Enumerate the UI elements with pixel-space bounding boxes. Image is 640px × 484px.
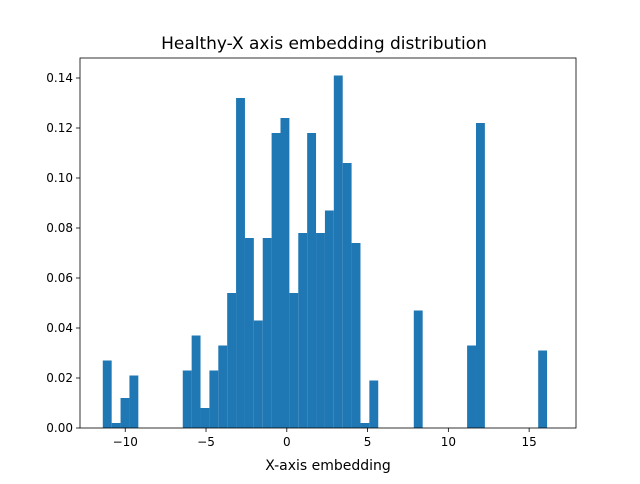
histogram-bar-16 [289, 293, 299, 428]
x-axis-label: X-axis embedding [265, 458, 391, 474]
histogram-bar-26 [413, 310, 423, 428]
histogram-bar-8 [218, 345, 228, 428]
x-tick-label: 10 [441, 435, 456, 449]
y-tick-label: 0.04 [46, 321, 73, 335]
histogram-bar-24 [360, 423, 370, 428]
chart-title: Healthy-X axis embedding distribution [161, 34, 487, 54]
histogram-bar-27 [467, 345, 476, 428]
histogram-bar-9 [227, 293, 237, 428]
y-tick-label: 0.10 [46, 171, 73, 185]
histogram-bar-10 [236, 98, 245, 428]
histogram-bar-1 [111, 423, 121, 428]
histogram-bar-19 [316, 233, 325, 428]
histogram-bar-28 [475, 123, 485, 428]
histogram-bar-6 [200, 408, 210, 428]
histogram-bar-2 [120, 398, 130, 428]
histogram-bar-5 [191, 335, 201, 428]
x-tick-label: −5 [197, 435, 215, 449]
histogram-bar-7 [209, 370, 219, 428]
histogram-bar-18 [307, 133, 317, 428]
x-tick-label: −10 [113, 435, 138, 449]
histogram-bar-15 [280, 118, 290, 428]
y-tick-label: 0.12 [46, 121, 73, 135]
histogram-bar-3 [129, 375, 139, 428]
x-tick-label: 15 [522, 435, 537, 449]
y-tick-label: 0.06 [46, 271, 73, 285]
histogram-bars [102, 75, 548, 428]
y-axis-ticks: 0.00 0.02 0.04 0.06 0.08 0.10 0.12 0.14 [46, 71, 80, 435]
y-tick-label: 0.00 [46, 421, 73, 435]
x-tick-label: 5 [364, 435, 372, 449]
histogram-bar-12 [253, 320, 263, 428]
histogram-bar-22 [342, 163, 352, 428]
histogram-bar-11 [244, 238, 254, 428]
histogram-bar-14 [271, 133, 281, 428]
histogram-bar-29 [538, 350, 548, 428]
histogram-bar-0 [102, 360, 112, 428]
y-tick-label: 0.02 [46, 371, 73, 385]
x-tick-label: 0 [283, 435, 291, 449]
plot-area-frame [79, 57, 577, 429]
histogram-bar-21 [333, 75, 343, 428]
histogram-bar-25 [369, 380, 379, 428]
histogram-bar-23 [351, 243, 361, 428]
y-tick-label: 0.08 [46, 221, 73, 235]
x-axis-ticks: −10 −5 0 5 10 15 [113, 428, 537, 449]
histogram-bar-4 [182, 370, 192, 428]
histogram-bar-20 [324, 210, 334, 428]
y-tick-label: 0.14 [46, 71, 73, 85]
histogram-bar-17 [298, 233, 308, 428]
histogram-bar-13 [262, 238, 272, 428]
